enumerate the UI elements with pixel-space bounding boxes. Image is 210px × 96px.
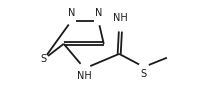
Text: NH: NH xyxy=(77,71,92,81)
Text: N: N xyxy=(68,8,75,18)
Text: N: N xyxy=(95,8,102,18)
Text: NH: NH xyxy=(113,13,128,23)
Text: S: S xyxy=(41,54,47,64)
Text: S: S xyxy=(141,69,147,79)
